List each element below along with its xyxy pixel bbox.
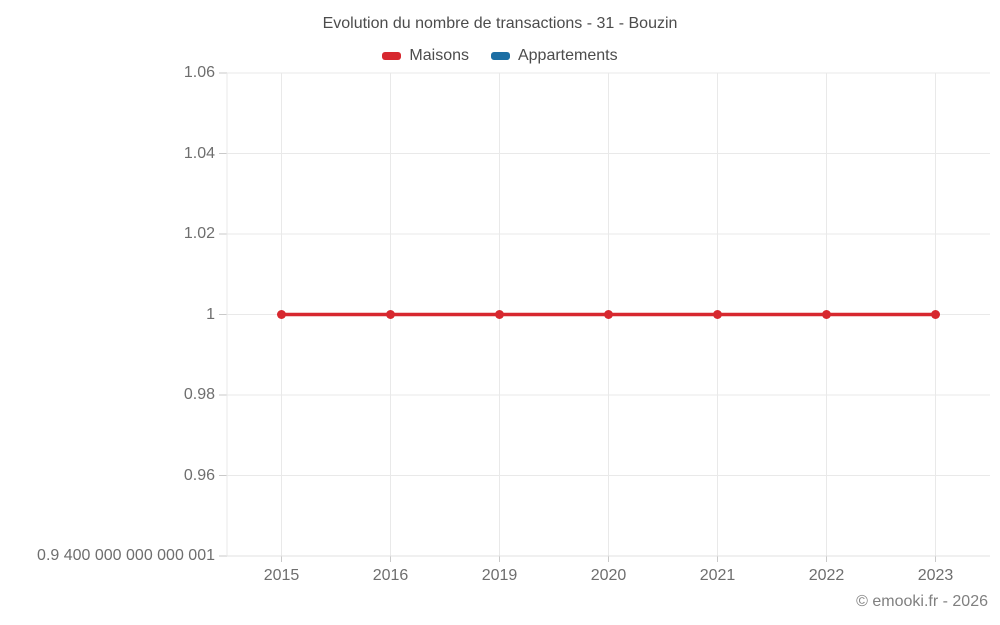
legend-label-maisons: Maisons <box>409 47 469 64</box>
x-tick-label: 2021 <box>699 567 736 584</box>
data-point-maisons-2022 <box>822 310 831 319</box>
data-point-maisons-2019 <box>495 310 504 319</box>
y-tick-label: 1.06 <box>183 64 215 81</box>
x-tick-label: 2015 <box>263 567 300 584</box>
x-tick-label: 2016 <box>372 567 409 584</box>
legend-label-appartements: Appartements <box>517 47 618 64</box>
x-tick-label: 2020 <box>590 567 627 584</box>
data-point-maisons-2015 <box>277 310 286 319</box>
x-tick-label: 2019 <box>481 567 518 584</box>
data-point-maisons-2020 <box>604 310 613 319</box>
chart-legend: Maisons Appartements <box>0 45 1000 67</box>
y-tick-label: 0.96 <box>183 466 215 484</box>
chart-title: Evolution du nombre de transactions - 31… <box>322 15 678 32</box>
y-tick-label: 1.04 <box>183 144 215 162</box>
legend-item-maisons[interactable]: Maisons <box>382 47 469 65</box>
y-tick-label: 1 <box>206 305 215 323</box>
legend-item-appartements[interactable]: Appartements <box>490 47 618 65</box>
data-point-maisons-2016 <box>386 310 395 319</box>
x-tick-label: 2023 <box>917 567 954 584</box>
y-tick-label: 1.02 <box>183 225 215 242</box>
copyright-text: © emooki.fr - 2026 <box>856 593 988 610</box>
appartements-series-swatch-icon <box>490 52 510 60</box>
data-point-maisons-2023 <box>931 310 940 319</box>
data-point-maisons-2021 <box>713 310 722 319</box>
maisons-series-swatch-icon <box>382 52 402 60</box>
x-tick-label: 2022 <box>808 567 845 584</box>
y-tick-label: 0.98 <box>183 386 215 403</box>
y-tick-label: 0.9 400 000 000 000 001 <box>37 547 215 564</box>
